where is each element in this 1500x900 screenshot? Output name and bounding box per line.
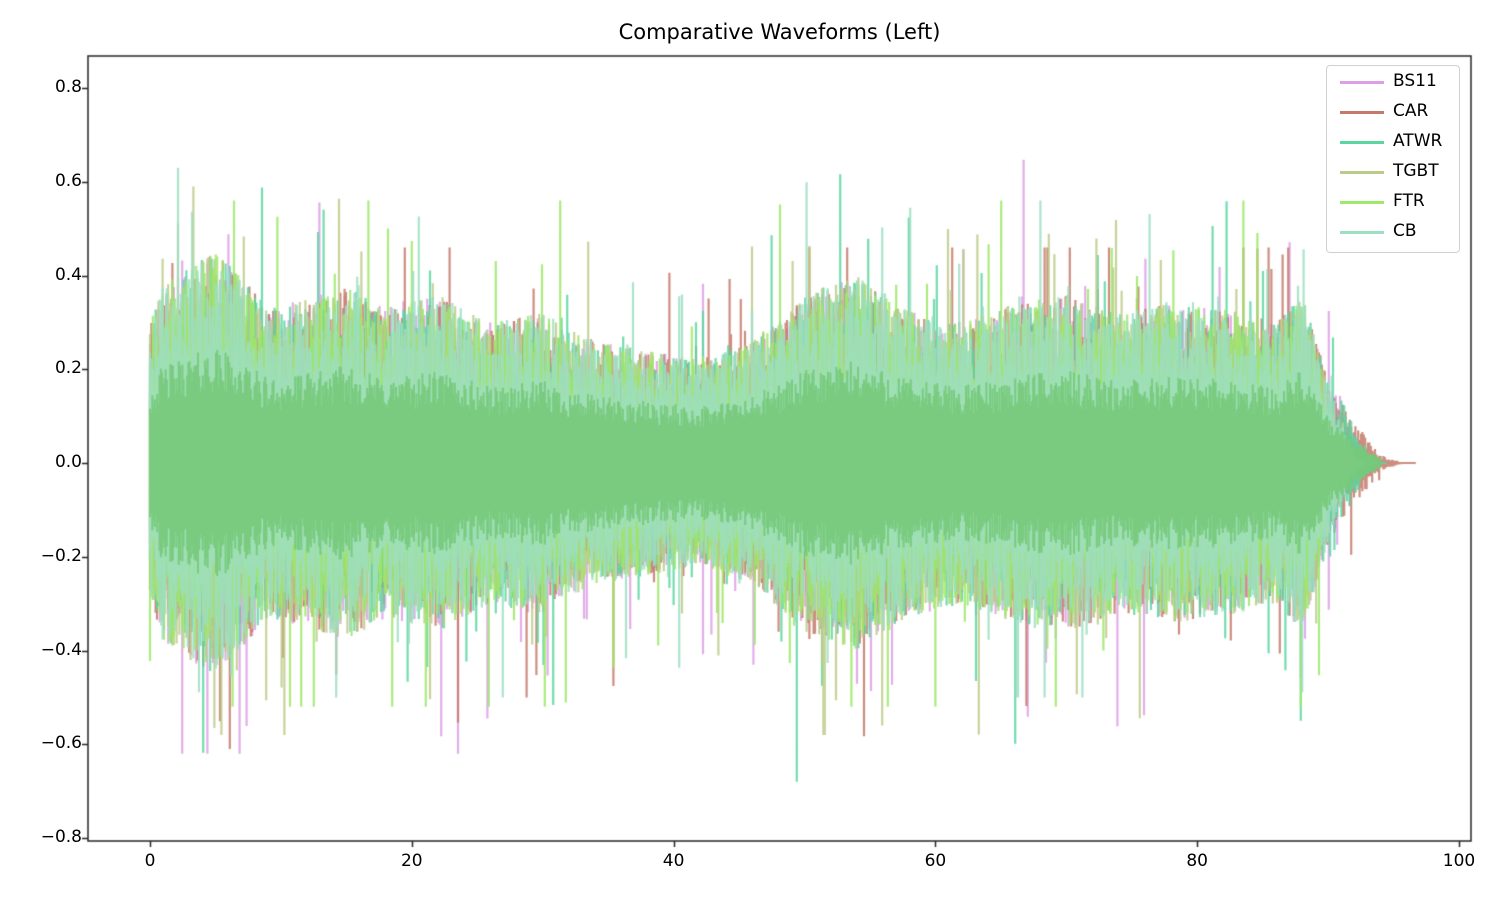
y-tick-label: −0.4 bbox=[40, 639, 82, 660]
y-tick-label: 0.4 bbox=[54, 264, 82, 285]
x-tick-label: 80 bbox=[1186, 851, 1209, 871]
line-swatch-icon bbox=[1340, 141, 1384, 144]
y-tick-label: 0.0 bbox=[54, 452, 82, 472]
x-tick-label: 100 bbox=[1442, 851, 1476, 871]
y-tick-label: 0.2 bbox=[54, 358, 82, 379]
legend-label: ATWR bbox=[1393, 131, 1443, 151]
line-swatch-icon bbox=[1340, 111, 1384, 114]
line-swatch-icon bbox=[1340, 81, 1384, 84]
line-swatch-icon bbox=[1340, 201, 1384, 204]
legend-item-ftr: FTR bbox=[1327, 188, 1461, 218]
y-tick-label: 0.8 bbox=[54, 77, 82, 97]
legend-item-cb: CB bbox=[1327, 218, 1461, 248]
legend-label: BS11 bbox=[1393, 71, 1437, 91]
x-tick-label: 0 bbox=[144, 851, 156, 871]
y-tick-label: −0.2 bbox=[40, 545, 82, 566]
line-swatch-icon bbox=[1340, 231, 1384, 234]
x-tick-label: 20 bbox=[400, 851, 423, 871]
legend: BS11 CAR ATWR TGBT FTR CB bbox=[1326, 65, 1460, 253]
legend-label: TGBT bbox=[1393, 161, 1439, 181]
x-tick-label: 60 bbox=[924, 851, 947, 871]
legend-item-car: CAR bbox=[1327, 98, 1461, 128]
y-tick-label: −0.8 bbox=[40, 827, 82, 847]
line-swatch-icon bbox=[1340, 171, 1384, 174]
chart-title: Comparative Waveforms (Left) bbox=[618, 20, 941, 44]
legend-label: CB bbox=[1393, 221, 1417, 241]
legend-label: FTR bbox=[1393, 191, 1425, 211]
legend-item-bs11: BS11 bbox=[1327, 68, 1461, 98]
legend-item-tgbt: TGBT bbox=[1327, 158, 1461, 188]
legend-label: CAR bbox=[1393, 101, 1429, 121]
y-tick-label: 0.6 bbox=[54, 170, 82, 191]
y-tick-label: −0.6 bbox=[40, 733, 82, 754]
legend-item-atwr: ATWR bbox=[1327, 128, 1461, 158]
x-tick-label: 40 bbox=[662, 851, 685, 871]
